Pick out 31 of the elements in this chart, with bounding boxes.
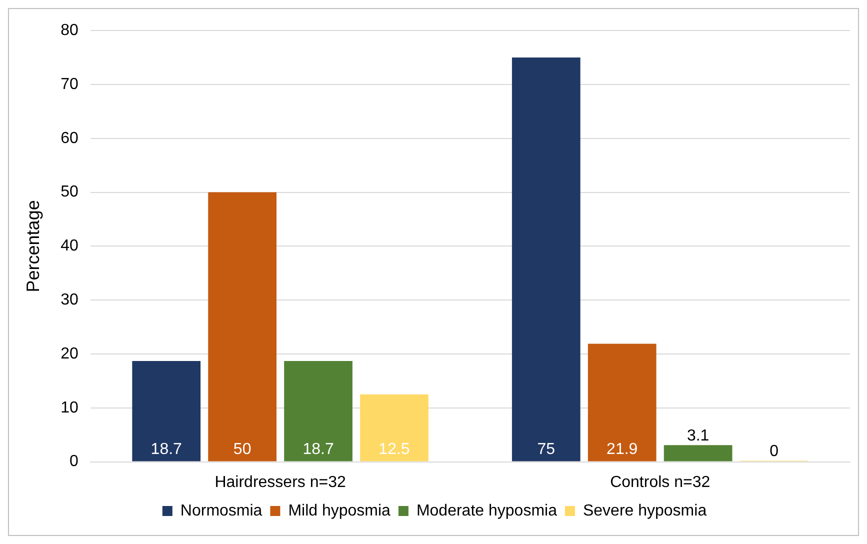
y-tick-label: 40 — [60, 238, 78, 255]
y-tick-label: 20 — [60, 345, 78, 362]
bar — [284, 361, 352, 462]
data-label: 0 — [770, 443, 779, 460]
bar — [208, 192, 276, 462]
legend-label: Normosmia — [180, 502, 262, 520]
y-axis-title: Percentage — [22, 200, 43, 292]
bar — [360, 394, 428, 462]
bar — [512, 58, 580, 462]
data-label: 3.1 — [686, 427, 710, 444]
bar — [132, 361, 201, 462]
y-tick-label: 80 — [60, 22, 78, 40]
data-label: 12.5 — [378, 441, 410, 458]
y-tick-label: 50 — [60, 184, 78, 201]
data-label: 18.7 — [302, 441, 334, 458]
data-label: 21.9 — [606, 441, 638, 458]
legend-label: Moderate hyposmia — [416, 502, 558, 520]
bar — [664, 445, 732, 462]
y-tick-label: 70 — [60, 76, 78, 93]
legend-label: Mild hyposmia — [288, 502, 391, 520]
x-tick-label: Controls n=32 — [610, 474, 710, 491]
y-tick-label: 0 — [69, 453, 78, 470]
x-tick-label: Hairdressers n=32 — [214, 474, 346, 491]
legend-label: Severe hyposmia — [582, 502, 707, 520]
y-tick-label: 30 — [60, 292, 78, 309]
data-label: 50 — [233, 441, 252, 458]
data-label: 75 — [537, 441, 556, 458]
bar — [588, 344, 656, 462]
y-tick-label: 10 — [60, 399, 78, 416]
data-label: 18.7 — [150, 441, 182, 458]
y-tick-label: 60 — [60, 130, 78, 147]
